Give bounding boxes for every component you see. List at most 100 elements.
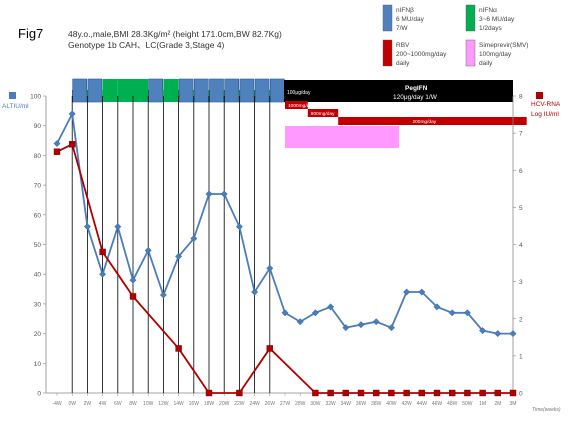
legend-text-nIFNb: 6 MU/day xyxy=(396,16,425,23)
x-tick-label: 6W xyxy=(114,401,122,407)
data-point-alt xyxy=(509,330,517,338)
data-point-hcv xyxy=(373,389,380,397)
data-point-hcv xyxy=(464,389,471,397)
data-point-alt xyxy=(327,303,335,311)
legend-text-smv: Simeprevir(SMV) xyxy=(479,42,528,49)
x-tick-label: 28W xyxy=(295,401,306,407)
legend-swatch-nIFNb xyxy=(382,4,393,32)
data-point-alt xyxy=(296,318,304,326)
x-tick-label: 18W xyxy=(204,401,215,407)
x-tick-label: 40W xyxy=(386,401,397,407)
data-point-alt xyxy=(342,324,350,332)
figure-label: Fig7 xyxy=(18,26,43,41)
ifn-beta-block xyxy=(148,78,163,103)
y-left-tick-label: 90 xyxy=(34,123,42,130)
data-point-alt xyxy=(403,288,411,296)
x-tick-label: 36W xyxy=(356,401,367,407)
ifn-beta-block xyxy=(254,78,270,103)
y-right-label-line2: Log IU/ml xyxy=(531,111,559,118)
x-tick-label: 27W xyxy=(280,401,291,407)
y-right-tick-label: 7 xyxy=(519,131,523,138)
y-right-tick-label: 6 xyxy=(519,168,523,175)
y-right-tick-label: 0 xyxy=(519,391,523,398)
legend-text-nIFNb: 7/W xyxy=(396,25,408,32)
data-point-hcv xyxy=(357,389,365,397)
x-tick-label: 1M xyxy=(479,401,486,407)
data-point-hcv xyxy=(449,389,456,397)
data-point-alt xyxy=(144,246,152,254)
legend-swatch-nIFNa xyxy=(465,4,476,32)
data-point-alt xyxy=(220,190,228,198)
ifn-alpha-block xyxy=(133,79,149,102)
rbv-bar-label: 1000mg/day xyxy=(288,103,315,109)
x-tick-label: 12W xyxy=(158,401,169,407)
y-right-tick-label: 5 xyxy=(519,205,523,212)
x-tick-label: 8W xyxy=(129,401,137,407)
x-tick-label: 3M xyxy=(510,401,517,407)
data-point-alt xyxy=(129,276,137,284)
data-point-alt xyxy=(266,264,274,272)
data-point-alt xyxy=(448,309,456,317)
data-point-hcv xyxy=(479,389,486,397)
ifn-beta-block xyxy=(224,78,239,103)
data-point-alt xyxy=(479,327,487,335)
x-tick-label: 10W xyxy=(143,401,154,407)
data-point-hcv xyxy=(342,389,349,397)
data-point-hcv xyxy=(403,389,410,397)
legend-text-nIFNb: nIFNβ xyxy=(396,7,414,14)
data-point-alt xyxy=(235,223,243,231)
legend-text-rbv: RBV xyxy=(396,42,410,49)
y-right-tick-label: 2 xyxy=(519,316,523,323)
y-left-label: ALTIU/ml xyxy=(2,103,29,110)
y-left-tick-label: 70 xyxy=(34,183,42,190)
x-tick-label: 22W xyxy=(234,401,245,407)
data-point-hcv xyxy=(327,389,334,397)
data-point-alt xyxy=(175,252,183,260)
legend-text-nIFNa: 1/2days xyxy=(479,25,503,32)
x-tick-label: 46W xyxy=(432,401,443,407)
x-tick-label: 14W xyxy=(173,401,184,407)
y-right-label-line1: HCV-RNA xyxy=(531,101,561,108)
y-left-tick-label: 50 xyxy=(34,242,42,249)
chart-axes: 0 10 20 30 40 50 60 70 80 90 100 0 1 2 3 4 5 6 7 8 -4W 0W 2W 4W… xyxy=(2,92,561,413)
x-tick-label: 42W xyxy=(401,401,412,407)
rbv-bar-label: 200mg/day xyxy=(412,119,436,125)
x-tick-label: 2M xyxy=(494,401,501,407)
data-point-alt xyxy=(463,309,471,317)
data-point-hcv xyxy=(433,389,441,397)
ifn-beta-block xyxy=(239,78,255,103)
data-point-alt xyxy=(99,270,107,278)
patient-info-line: 48y.o.,male,BMI 28.3Kg/m² (height 171.0c… xyxy=(68,29,282,39)
data-point-alt xyxy=(387,324,395,332)
x-tick-label: 48W xyxy=(447,401,458,407)
hcv-legend-square-icon xyxy=(536,92,543,99)
data-point-hcv xyxy=(388,389,395,397)
data-point-hcv xyxy=(175,345,182,352)
y-left-tick-label: 100 xyxy=(30,94,41,101)
legend-text-rbv: 200~1000mg/day xyxy=(396,51,447,58)
y-left-tick-label: 30 xyxy=(34,301,42,308)
y-right-tick-label: 4 xyxy=(519,242,523,249)
y-left-tick-label: 60 xyxy=(34,212,42,219)
x-tick-label: -4W xyxy=(52,401,61,407)
y-left-tick-label: 0 xyxy=(37,391,41,398)
legend-swatch-rbv xyxy=(382,39,393,67)
data-point-alt xyxy=(494,330,502,338)
data-point-hcv xyxy=(494,389,501,397)
ifn-beta-block xyxy=(178,78,194,103)
peg-ifn-dose: 120μg/day 1/W xyxy=(393,94,438,101)
x-tick-label: 50W xyxy=(462,401,473,407)
data-point-hcv xyxy=(509,389,517,397)
x-tick-label: 38W xyxy=(371,401,382,407)
rbv-bar xyxy=(307,109,339,117)
y-left-tick-label: 20 xyxy=(34,331,42,338)
legend-text-smv: 100mg/day xyxy=(479,51,512,58)
ifn-alpha-block xyxy=(163,79,179,102)
data-point-hcv xyxy=(266,345,273,352)
alt-legend-square-icon xyxy=(9,92,16,99)
data-point-alt xyxy=(357,321,365,329)
data-point-hcv xyxy=(53,148,61,155)
data-point-hcv xyxy=(129,293,137,300)
y-right-tick-label: 3 xyxy=(519,279,523,286)
rbv-bar xyxy=(285,101,308,109)
